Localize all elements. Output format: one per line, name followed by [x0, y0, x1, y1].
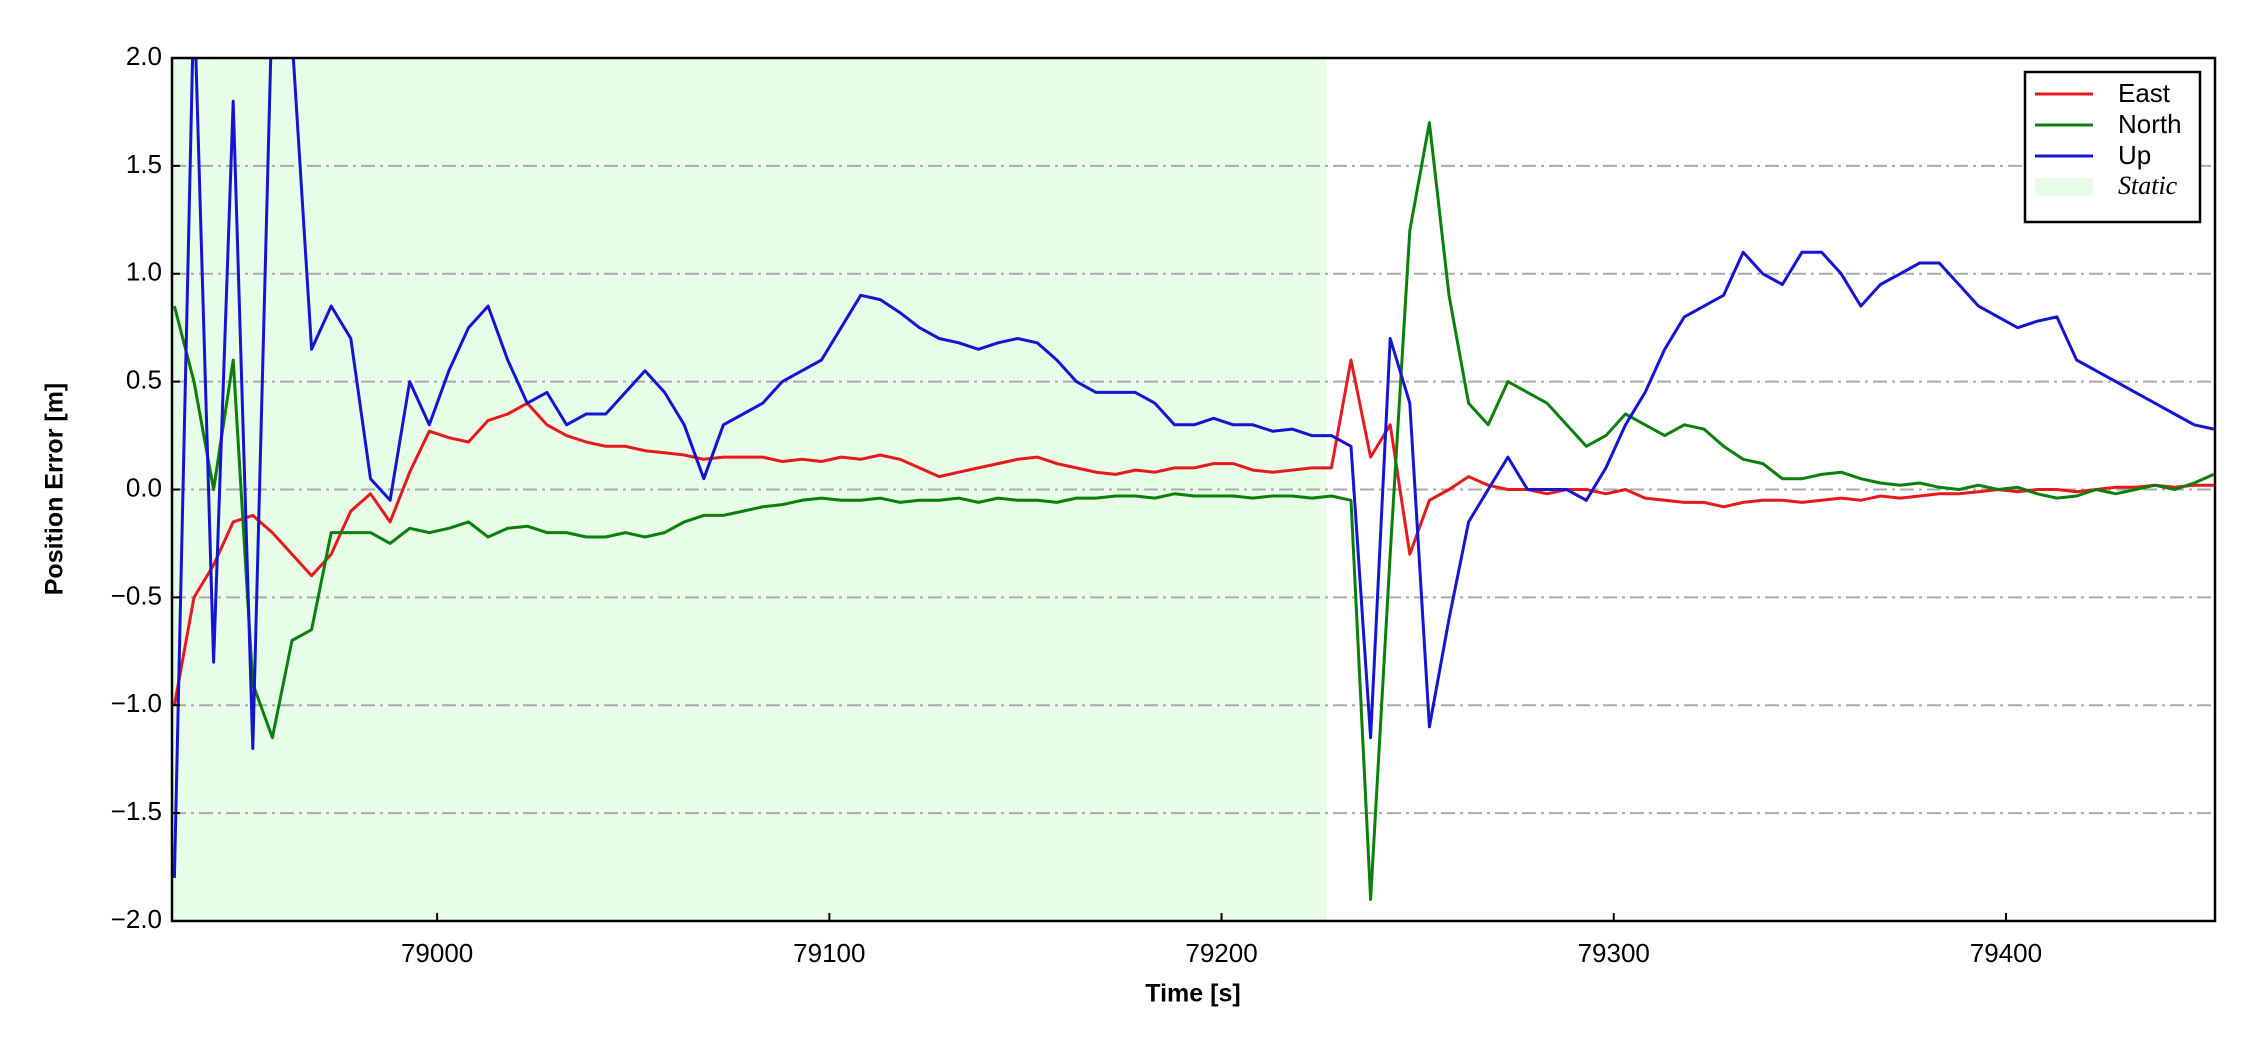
- y-tick-label: −1.0: [111, 688, 162, 718]
- y-tick-label: 0.0: [126, 472, 162, 502]
- y-tick-label: 1.0: [126, 257, 162, 287]
- legend-label: Static: [2118, 171, 2178, 200]
- series-line: [172, 358, 2214, 706]
- x-tick-label: 79300: [1578, 938, 1650, 968]
- x-tick-label: 79000: [401, 938, 473, 968]
- plot-background: [172, 57, 2215, 922]
- x-tick-label: 79100: [793, 938, 865, 968]
- legend-swatch: [2035, 178, 2093, 196]
- y-tick-label: 2.0: [126, 41, 162, 71]
- series-line: [172, 121, 2215, 901]
- legend-box: [2023, 70, 2202, 224]
- plot-lines: [172, 58, 2215, 901]
- y-tick-label: −2.0: [111, 904, 162, 934]
- x-axis-label: Time [s]: [1145, 980, 1240, 1008]
- y-axis-label: Position Error [m]: [41, 383, 69, 596]
- y-tick-label: 1.5: [126, 149, 162, 179]
- legend-label: North: [2118, 109, 2182, 139]
- legend-label: East: [2118, 78, 2171, 108]
- x-tick-label: 79400: [1970, 938, 2042, 968]
- x-tick-label: 79200: [1185, 938, 1257, 968]
- y-tick-label: 0.5: [126, 365, 162, 395]
- legend-label: Up: [2118, 140, 2151, 170]
- y-tick-label: −1.5: [111, 796, 162, 826]
- y-tick-label: −0.5: [111, 580, 162, 610]
- series-line: [172, 58, 2215, 878]
